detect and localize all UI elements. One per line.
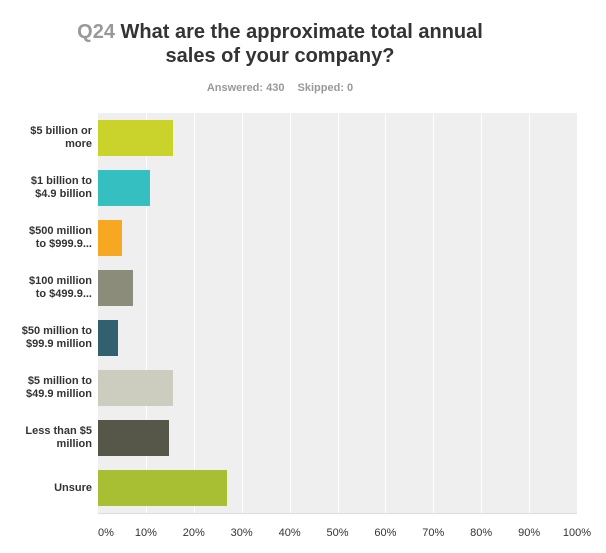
category-label: $1 billion to $4.9 billion [30, 175, 92, 200]
x-tick-label: 0% [98, 527, 114, 539]
bar [98, 370, 173, 406]
x-tick-label: 60% [374, 527, 397, 539]
title-text-1: What are the approximate total annual [120, 21, 483, 43]
x-tick-label: 10% [134, 527, 157, 539]
category-label: Less than $5 million [25, 425, 92, 450]
gridline [145, 113, 147, 513]
category-label: $50 million to $99.9 million [21, 325, 92, 350]
bar [98, 420, 170, 456]
gridline [289, 113, 291, 513]
gridline [241, 113, 243, 513]
x-tick-label: 40% [278, 527, 301, 539]
x-tick-label: 50% [326, 527, 349, 539]
gridline [193, 113, 195, 513]
gridline [385, 113, 387, 513]
category-label: $100 million to $499.9... [29, 275, 92, 300]
bar [98, 120, 173, 156]
title-line-1: Q24 What are the approximate total annua… [0, 20, 560, 44]
skipped-count: Skipped: 0 [297, 82, 354, 94]
gridline [481, 113, 483, 513]
category-label: $5 million to $49.9 million [25, 375, 92, 400]
category-label: $5 billion or more [30, 125, 92, 150]
x-tick-label: 100% [562, 527, 592, 539]
category-label: Unsure [54, 481, 92, 494]
bar [98, 270, 134, 306]
bar [98, 170, 151, 206]
x-tick-label: 90% [518, 527, 541, 539]
x-axis-line [98, 513, 577, 514]
bar [98, 320, 119, 356]
response-meta: Answered: 430 Skipped: 0 [0, 82, 560, 94]
title-line-2: sales of your company? [165, 45, 395, 67]
gridline [337, 113, 339, 513]
x-tick-label: 70% [422, 527, 445, 539]
gridline [529, 113, 531, 513]
x-tick-label: 20% [182, 527, 205, 539]
answered-count: Answered: 430 [206, 82, 285, 94]
x-tick-label: 80% [470, 527, 493, 539]
category-label: $500 million to $999.9... [29, 225, 92, 250]
question-number: Q24 [77, 21, 115, 43]
x-tick-label: 30% [230, 527, 253, 539]
plot-area [98, 113, 577, 513]
bar [98, 220, 123, 256]
gridline [433, 113, 435, 513]
bar [98, 470, 228, 506]
chart-title: Q24 What are the approximate total annua… [0, 20, 560, 68]
